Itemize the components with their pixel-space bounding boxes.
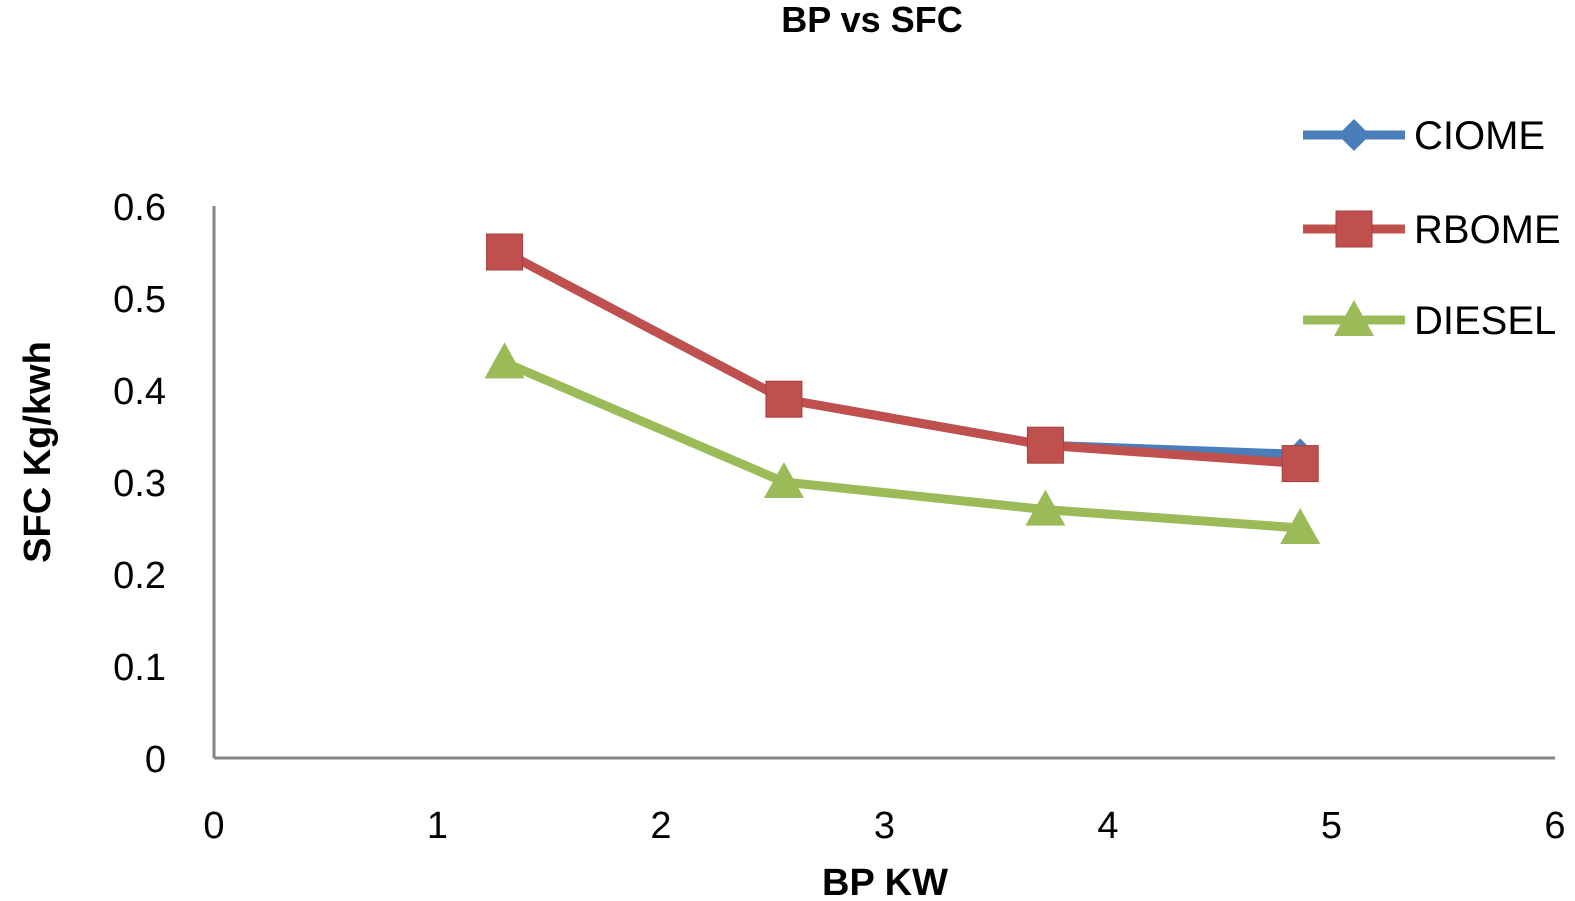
data-point-diesel [1280,508,1321,544]
data-point-rbome [765,380,803,418]
data-point-diesel [484,342,525,379]
legend-label: DIESEL [1414,299,1556,343]
data-point-rbome [1026,426,1064,464]
series-line-rbome [502,248,1301,469]
data-point-diesel [763,462,804,498]
legend-marker [1334,300,1374,336]
legend-item-rbome: RBOME [1303,208,1561,252]
y-tick-label: 0.3 [113,463,166,505]
legend-item-ciome: CIOME [1303,114,1545,158]
legend-label: RBOME [1414,208,1561,252]
y-tick-label: 0.6 [113,187,166,229]
legend-marker [1338,119,1370,151]
x-tick-label: 1 [427,805,448,847]
series-diesel [484,342,1321,544]
y-tick-label: 0.5 [113,279,166,321]
legend-item-diesel: DIESEL [1303,299,1556,343]
x-tick-label: 5 [1321,805,1342,847]
y-tick-label: 0 [145,739,166,781]
y-tick-label: 0.4 [113,371,166,413]
legend: CIOME RBOME DIESEL [1303,114,1561,343]
x-tick-label: 2 [650,805,671,847]
legend-label: CIOME [1414,114,1545,158]
series-rbome [486,233,1319,483]
chart-title: BP vs SFC [781,0,962,40]
x-tick-label: 3 [874,805,895,847]
y-tick-label: 0.1 [113,647,166,689]
series-group [484,233,1321,544]
series-ciome [488,236,1317,471]
axes: 0 0.1 0.2 0.3 0.4 0.5 0.6 0 1 2 3 4 5 6 [113,187,1565,847]
x-tick-label: 0 [203,805,224,847]
series-line-diesel [502,358,1301,533]
legend-marker [1335,210,1373,248]
data-point-rbome [1281,445,1319,483]
y-tick-label: 0.2 [113,555,166,597]
x-tick-label: 6 [1544,805,1565,847]
y-axis-label: SFC Kg/kwh [17,341,59,563]
data-point-rbome [486,233,524,271]
x-tick-label: 4 [1097,805,1118,847]
x-axis-label: BP KW [822,862,948,901]
data-point-diesel [1025,489,1066,526]
